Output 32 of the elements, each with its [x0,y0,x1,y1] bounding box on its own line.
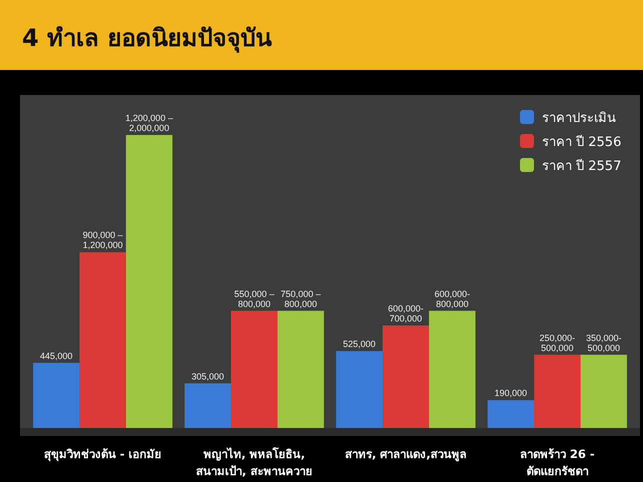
x-tick-label: สุขุมวิทช่วงต้น - เอกมัย [44,447,162,462]
bar [382,325,429,428]
x-tick-label: ลาดพร้าว 26 - ตัดแยกรัชดา [520,447,595,478]
data-label: 600,000- 700,000 [388,303,424,324]
bar [488,400,534,428]
legend-label: ราคาประเมิน [542,111,616,126]
bar [580,354,627,428]
data-label: 445,000 [40,350,73,361]
data-label: 1,200,000 – 2,000,000 [125,113,173,133]
data-label: 250,000- 500,000 [540,332,576,353]
bar [231,310,278,428]
legend-label: ราคา ปี 2556 [542,134,622,150]
data-label: 305,000 [192,371,224,382]
data-label: 525,000 [343,339,376,350]
bar [33,362,80,428]
data-label: 600,000- 800,000 [434,288,470,309]
bar [126,135,172,428]
bar [534,354,581,428]
bar [277,310,324,428]
bar [428,310,476,428]
legend-label: ราคา ปี 2557 [542,158,622,174]
data-label: 750,000 – 800,000 [280,288,321,309]
chart-title: 4 ทำเล ยอดนิยมปัจจุบัน [22,24,272,54]
data-label: 350,000- 500,000 [586,332,622,353]
bar [184,383,232,428]
bar [336,351,383,428]
data-label: 190,000 [494,388,528,398]
x-tick-label: พญาไท, พหลโยธิน, สนามเป้า, สะพานควาย [196,446,312,478]
data-label: 900,000 – 1,200,000 [82,230,123,250]
data-label: 550,000 – 800,000 [234,288,274,309]
bar [79,252,126,428]
x-tick-label: สาทร, ศาลาแดง,สวนพูล [344,447,467,462]
